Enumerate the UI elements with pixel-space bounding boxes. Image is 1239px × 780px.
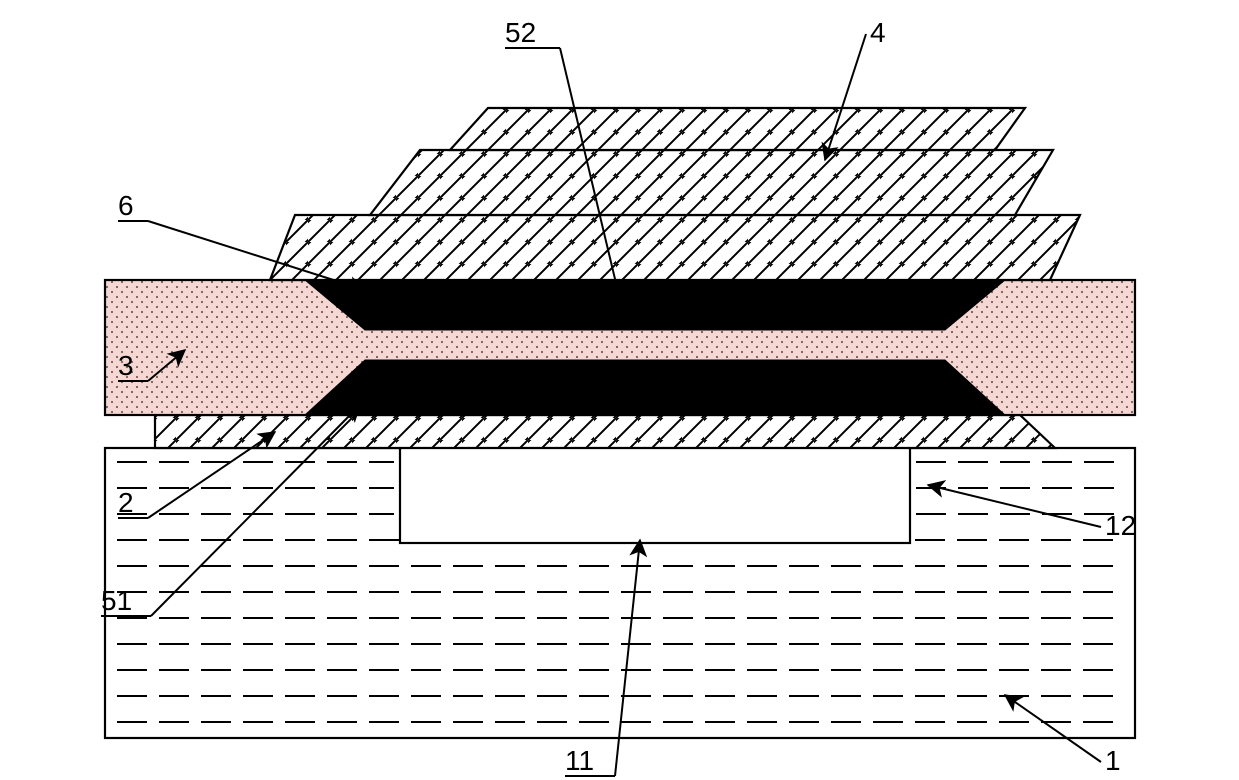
label-text-l52: 52 — [505, 17, 536, 48]
cavity-11 — [400, 448, 910, 543]
label-text-l2: 2 — [118, 487, 134, 518]
layer-2 — [155, 415, 1055, 448]
label-text-l51: 51 — [101, 585, 132, 616]
layer-52 — [305, 280, 1005, 330]
label-text-l4: 4 — [870, 17, 886, 48]
cross-section-diagram: 5246325111112 — [0, 0, 1239, 780]
label-text-l3: 3 — [118, 350, 134, 381]
substrate-1 — [105, 448, 1135, 738]
layer-51 — [305, 360, 1005, 415]
layer-4 — [270, 108, 1080, 280]
label-text-l6: 6 — [118, 190, 134, 221]
label-text-l1: 1 — [1105, 745, 1121, 776]
label-text-l12: 12 — [1105, 510, 1136, 541]
label-text-l11: 11 — [565, 745, 594, 776]
